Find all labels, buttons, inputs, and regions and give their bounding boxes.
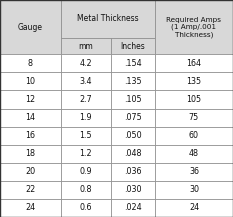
Bar xyxy=(61,181,111,199)
Bar xyxy=(111,38,155,54)
Text: 10: 10 xyxy=(25,77,35,86)
Bar xyxy=(0,54,61,72)
Bar xyxy=(61,72,111,90)
Bar xyxy=(61,145,111,163)
Bar xyxy=(61,90,111,108)
Text: 24: 24 xyxy=(25,204,35,212)
Text: .024: .024 xyxy=(124,204,142,212)
Bar xyxy=(61,108,111,127)
Text: Metal Thickness: Metal Thickness xyxy=(77,15,139,23)
Text: .036: .036 xyxy=(124,167,142,176)
Bar xyxy=(155,127,233,145)
Text: 0.8: 0.8 xyxy=(79,185,92,194)
Text: .075: .075 xyxy=(124,113,142,122)
Text: 1.5: 1.5 xyxy=(79,131,92,140)
Text: Required Amps
(1 Amp/.001
Thickness): Required Amps (1 Amp/.001 Thickness) xyxy=(166,17,222,38)
Bar xyxy=(111,127,155,145)
Bar xyxy=(61,127,111,145)
Text: 2.7: 2.7 xyxy=(79,95,92,104)
Bar xyxy=(0,90,61,108)
Text: 4.2: 4.2 xyxy=(79,59,92,68)
Bar xyxy=(155,0,233,54)
Bar xyxy=(111,108,155,127)
Bar xyxy=(61,0,155,38)
Bar xyxy=(61,163,111,181)
Bar xyxy=(61,199,111,217)
Text: 1.2: 1.2 xyxy=(79,149,92,158)
Bar xyxy=(155,145,233,163)
Bar xyxy=(0,108,61,127)
Bar xyxy=(155,163,233,181)
Text: 12: 12 xyxy=(25,95,35,104)
Bar xyxy=(61,54,111,72)
Bar xyxy=(111,90,155,108)
Text: 60: 60 xyxy=(189,131,199,140)
Bar xyxy=(0,72,61,90)
Text: 14: 14 xyxy=(25,113,35,122)
Text: 75: 75 xyxy=(189,113,199,122)
Bar xyxy=(155,72,233,90)
Bar xyxy=(0,145,61,163)
Text: .135: .135 xyxy=(124,77,142,86)
Bar xyxy=(155,181,233,199)
Text: 36: 36 xyxy=(189,167,199,176)
Text: 3.4: 3.4 xyxy=(79,77,92,86)
Bar xyxy=(61,38,111,54)
Text: 48: 48 xyxy=(189,149,199,158)
Text: 16: 16 xyxy=(25,131,35,140)
Bar xyxy=(0,127,61,145)
Bar xyxy=(155,90,233,108)
Text: .048: .048 xyxy=(124,149,142,158)
Bar xyxy=(0,163,61,181)
Text: 135: 135 xyxy=(186,77,202,86)
Bar xyxy=(0,199,61,217)
Bar xyxy=(111,199,155,217)
Text: Gauge: Gauge xyxy=(18,23,43,32)
Text: 164: 164 xyxy=(186,59,202,68)
Text: 24: 24 xyxy=(189,204,199,212)
Text: 1.9: 1.9 xyxy=(79,113,92,122)
Text: 105: 105 xyxy=(186,95,202,104)
Text: .154: .154 xyxy=(124,59,142,68)
Bar xyxy=(111,145,155,163)
Text: .030: .030 xyxy=(124,185,142,194)
Bar xyxy=(111,181,155,199)
Text: 0.9: 0.9 xyxy=(79,167,92,176)
Bar xyxy=(111,54,155,72)
Bar xyxy=(155,108,233,127)
Text: 8: 8 xyxy=(28,59,33,68)
Text: 18: 18 xyxy=(25,149,35,158)
Bar xyxy=(155,54,233,72)
Text: .050: .050 xyxy=(124,131,142,140)
Text: 0.6: 0.6 xyxy=(79,204,92,212)
Bar xyxy=(0,181,61,199)
Bar xyxy=(111,72,155,90)
Text: 20: 20 xyxy=(25,167,35,176)
Bar xyxy=(155,199,233,217)
Bar xyxy=(111,163,155,181)
Bar xyxy=(0,0,61,54)
Text: 30: 30 xyxy=(189,185,199,194)
Text: 22: 22 xyxy=(25,185,35,194)
Text: .105: .105 xyxy=(124,95,142,104)
Text: mm: mm xyxy=(78,42,93,51)
Text: Inches: Inches xyxy=(120,42,145,51)
